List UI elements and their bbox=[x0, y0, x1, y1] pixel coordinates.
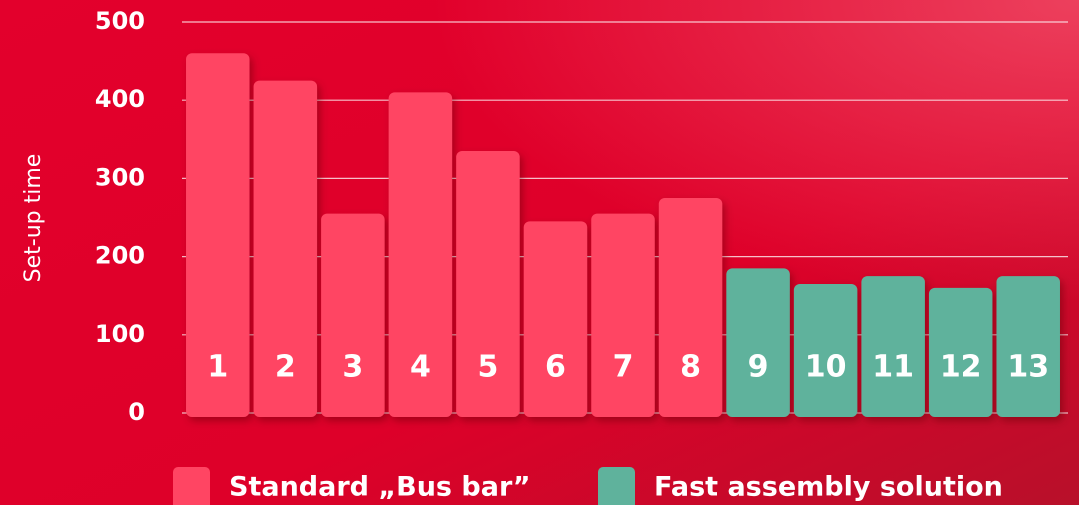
category-label: 5 bbox=[477, 350, 498, 385]
category-label: 1 bbox=[207, 350, 228, 385]
category-label: 3 bbox=[342, 350, 363, 385]
legend-label: Fast assembly solution bbox=[654, 472, 1003, 503]
category-label: 12 bbox=[940, 350, 982, 385]
legend-swatch bbox=[173, 467, 210, 505]
category-label: 4 bbox=[410, 350, 431, 385]
category-label: 11 bbox=[872, 350, 914, 385]
bar bbox=[253, 80, 318, 418]
y-tick-label: 500 bbox=[95, 7, 145, 35]
y-tick-label: 300 bbox=[95, 163, 145, 191]
y-tick-label: 400 bbox=[95, 85, 145, 113]
bar bbox=[928, 287, 993, 417]
bar bbox=[658, 197, 723, 417]
y-tick-label: 200 bbox=[95, 242, 145, 270]
bar bbox=[996, 276, 1060, 417]
bar bbox=[726, 268, 790, 417]
bar bbox=[456, 151, 520, 417]
bar bbox=[793, 283, 858, 417]
category-label: 13 bbox=[1007, 350, 1049, 385]
legend-swatch bbox=[598, 467, 635, 505]
y-tick-label: 100 bbox=[95, 320, 145, 348]
bar bbox=[321, 213, 385, 417]
bar bbox=[523, 221, 588, 417]
y-tick-label: 0 bbox=[128, 398, 145, 426]
category-label: 2 bbox=[275, 350, 296, 385]
bar bbox=[388, 92, 453, 417]
bar bbox=[861, 276, 925, 417]
bar bbox=[186, 53, 250, 417]
category-label: 8 bbox=[680, 350, 701, 385]
legend-label: Standard „Bus bar” bbox=[229, 472, 531, 503]
y-axis-label: Set-up time bbox=[21, 154, 46, 283]
category-label: 9 bbox=[748, 350, 769, 385]
category-label: 6 bbox=[545, 350, 566, 385]
bar bbox=[591, 213, 655, 417]
category-label: 10 bbox=[805, 350, 847, 385]
category-label: 7 bbox=[613, 350, 634, 385]
